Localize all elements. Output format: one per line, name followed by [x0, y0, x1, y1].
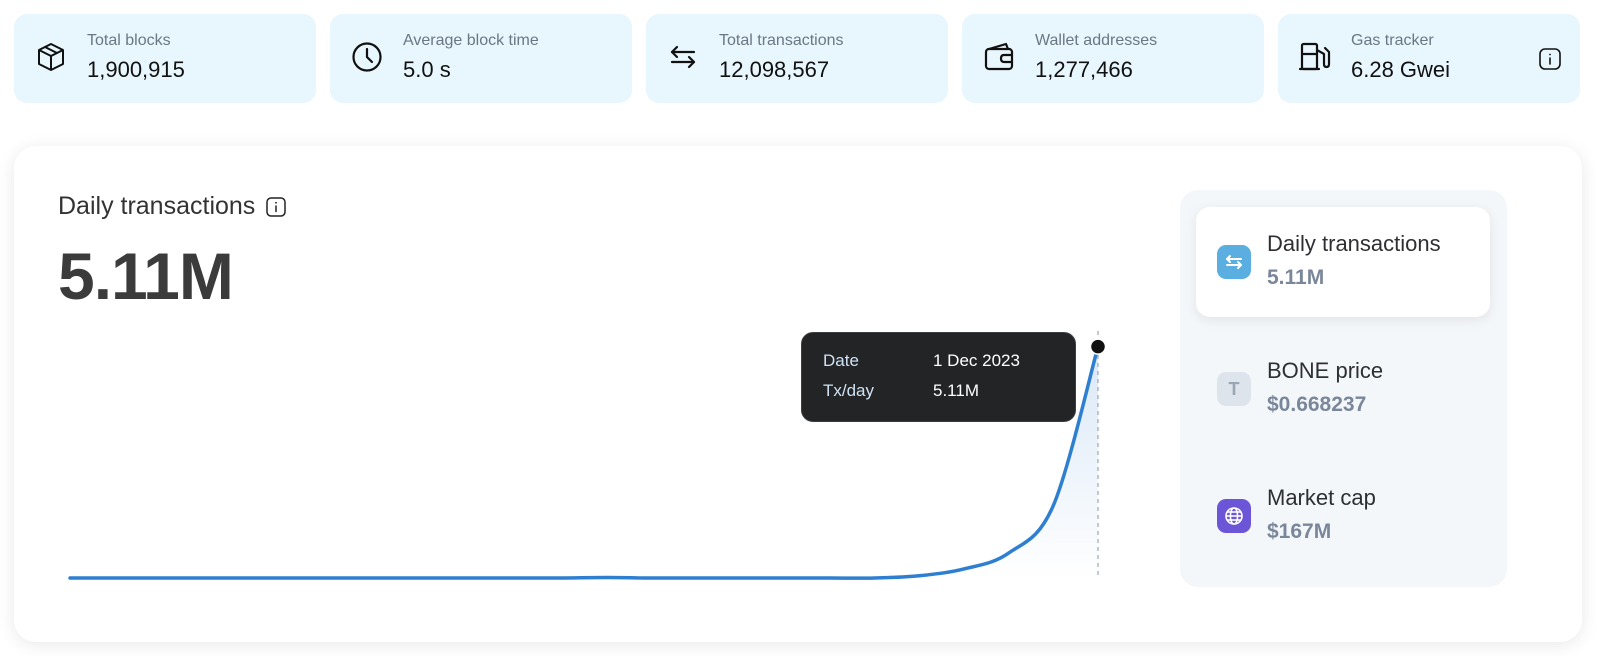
clock-icon	[350, 40, 384, 74]
daily-transactions-chart[interactable]	[54, 321, 1164, 621]
tooltip-tx-value: 5.11M	[933, 381, 979, 400]
stat-value: 6.28 Gwei	[1351, 57, 1451, 82]
swap-arrows-icon	[1217, 245, 1251, 279]
selector-label: Daily transactions	[1267, 231, 1441, 256]
stat-total-transactions[interactable]: Total transactions 12,098,567	[646, 14, 948, 103]
selector-market-cap[interactable]: Market cap $167M	[1196, 461, 1490, 571]
selector-value: 5.11M	[1267, 266, 1325, 289]
info-icon[interactable]	[1538, 47, 1562, 71]
swap-arrows-icon	[666, 40, 700, 74]
tooltip-tx-row: Tx/day 5.11M	[823, 381, 979, 401]
tooltip-date-value: 1 Dec 2023	[933, 351, 1020, 370]
stat-value: 5.0 s	[403, 57, 451, 82]
chart-title: Daily transactions	[58, 192, 287, 221]
wallet-icon	[982, 40, 1016, 74]
chart-highlight-point[interactable]	[1089, 338, 1107, 355]
stat-gas-tracker[interactable]: Gas tracker 6.28 Gwei	[1278, 14, 1580, 103]
cube-icon	[34, 40, 68, 74]
chart-current-value: 5.11M	[58, 239, 234, 313]
stat-label: Total blocks	[87, 32, 171, 49]
stat-label: Wallet addresses	[1035, 32, 1158, 49]
stat-label: Average block time	[403, 32, 539, 49]
stat-value: 12,098,567	[719, 57, 830, 82]
selector-daily-transactions[interactable]: Daily transactions 5.11M	[1196, 207, 1490, 317]
stat-label: Total transactions	[719, 32, 844, 49]
chart-card: Daily transactions 5.11M Date 1 Dec 2023 …	[14, 146, 1582, 642]
selector-label: BONE price	[1267, 358, 1384, 383]
chart-selector-panel: Daily transactions 5.11M T BONE price $0…	[1180, 190, 1507, 587]
tooltip-tx-label: Tx/day	[823, 381, 875, 400]
stat-total-blocks[interactable]: Total blocks 1,900,915	[14, 14, 316, 103]
selector-value: $167M	[1267, 520, 1332, 543]
stat-average-block-time[interactable]: Average block time 5.0 s	[330, 14, 632, 103]
stat-label: Gas tracker	[1351, 32, 1434, 49]
stats-bar: Total blocks 1,900,915 Average block tim…	[14, 14, 1580, 103]
selector-label: Market cap	[1267, 485, 1376, 510]
chart-tooltip: Date 1 Dec 2023 Tx/day 5.11M	[801, 332, 1076, 422]
stat-value: 1,900,915	[87, 57, 185, 82]
chart-line-series	[68, 344, 1100, 580]
tooltip-date-label: Date	[823, 351, 859, 370]
chart-title-text: Daily transactions	[58, 192, 256, 220]
token-t-icon: T	[1217, 372, 1251, 406]
info-icon[interactable]	[265, 196, 287, 218]
selector-bone-price[interactable]: T BONE price $0.668237	[1196, 334, 1490, 444]
tooltip-date-row: Date 1 Dec 2023	[823, 351, 1020, 371]
stat-wallet-addresses[interactable]: Wallet addresses 1,277,466	[962, 14, 1264, 103]
stat-value: 1,277,466	[1035, 57, 1133, 82]
gas-pump-icon	[1298, 40, 1332, 74]
selector-value: $0.668237	[1267, 393, 1367, 416]
globe-icon	[1217, 499, 1251, 533]
